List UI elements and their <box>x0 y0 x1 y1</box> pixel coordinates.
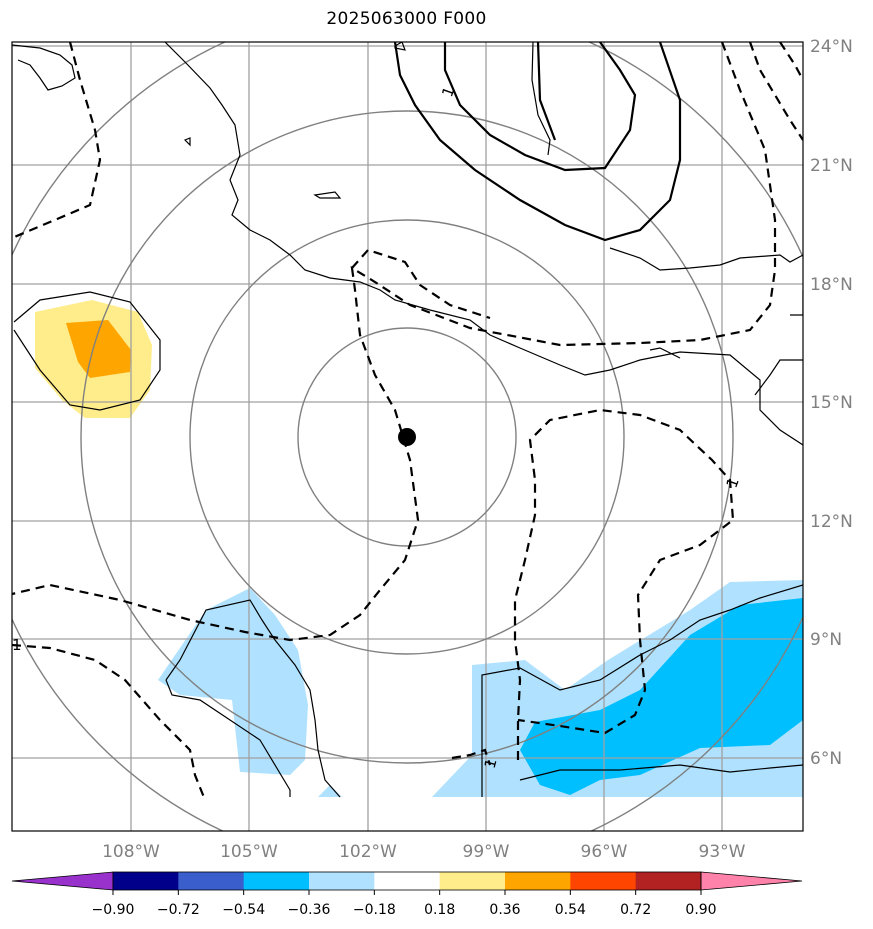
colorbar-tick-label: 0.72 <box>620 902 651 918</box>
colorbar-segment <box>113 872 179 890</box>
contour-label: 1 <box>438 84 458 99</box>
colorbar-segment <box>439 872 506 890</box>
lon-label: 108°W <box>102 842 160 862</box>
lon-label: 99°W <box>463 842 510 862</box>
colorbar-tick-label: −0.54 <box>222 902 265 918</box>
colorbar-tick-label: −0.36 <box>288 902 331 918</box>
colorbar-segments <box>11 871 803 891</box>
colorbar-segment <box>243 872 310 890</box>
map-title: 2025063000 F000 <box>326 9 487 29</box>
lon-label: 105°W <box>220 842 278 862</box>
colorbar-tick-label: 0.54 <box>555 902 586 918</box>
lat-label: 24°N <box>810 37 853 57</box>
colorbar-outline <box>112 871 702 891</box>
map-frame <box>11 41 804 832</box>
lon-label: 93°W <box>699 842 746 862</box>
contour-label: 1 <box>12 636 22 654</box>
negative-anomaly-fill <box>158 580 803 797</box>
lat-label: 9°N <box>810 630 842 650</box>
coastline <box>12 42 803 798</box>
contour-label: 1 <box>723 475 743 490</box>
colorbar-segment <box>635 872 702 890</box>
storm-center-marker <box>398 428 416 446</box>
lat-label: 18°N <box>810 275 853 295</box>
lat-label: 15°N <box>810 393 853 413</box>
colorbar-extend-low <box>11 871 114 891</box>
dashed-contours <box>12 42 803 801</box>
colorbar-ticks: −0.90 −0.72 −0.54 −0.36 −0.18 0.18 0.36 0.54 0.7… <box>92 890 717 918</box>
colorbar-segment <box>178 872 245 890</box>
lat-label: 6°N <box>810 749 842 769</box>
colorbar-segment <box>309 872 375 890</box>
colorbar-tick-label: −0.90 <box>92 902 135 918</box>
range-rings <box>12 42 803 831</box>
solid-contours <box>393 42 682 242</box>
contour-label: 1 <box>481 757 501 771</box>
lon-label: 102°W <box>339 842 397 862</box>
colorbar-tick-label: 0.18 <box>424 902 455 918</box>
colorbar-segment <box>374 872 441 890</box>
colorbar-segment <box>570 872 637 890</box>
colorbar-extend-high <box>700 871 803 891</box>
positive-anomaly-fill <box>35 300 152 418</box>
colorbar-tick-label: −0.72 <box>157 902 200 918</box>
latitude-labels: 24°N 21°N 18°N 15°N 12°N 9°N 6°N <box>810 37 853 769</box>
colorbar-segment <box>505 872 571 890</box>
lon-label: 96°W <box>581 842 628 862</box>
lat-label: 12°N <box>810 512 853 532</box>
lat-label: 21°N <box>810 156 853 176</box>
colorbar-tick-label: −0.18 <box>353 902 396 918</box>
colorbar-tick-label: 0.90 <box>685 902 716 918</box>
colorbar: −0.90 −0.72 −0.54 −0.36 −0.18 0.18 0.36 0.54 0.7… <box>11 871 803 918</box>
longitude-labels: 108°W 105°W 102°W 99°W 96°W 93°W <box>102 842 746 862</box>
colorbar-tick-label: 0.36 <box>489 902 520 918</box>
